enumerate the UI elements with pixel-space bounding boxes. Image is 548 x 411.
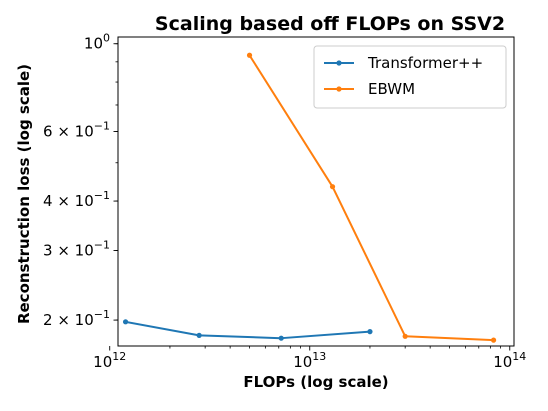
data-point-1-0 — [246, 52, 253, 58]
chart-title: Scaling based off FLOPs on SSV2 — [155, 13, 505, 35]
data-point-1-2 — [402, 333, 408, 339]
data-point-0-2 — [278, 335, 284, 341]
legend-marker-1 — [336, 86, 342, 92]
x-tick-label: 1014 — [493, 350, 526, 371]
data-point-0-0 — [122, 319, 129, 325]
legend-box — [313, 45, 507, 109]
legend-label-1: EBWM — [368, 80, 415, 98]
legend: Transformer++ EBWM — [313, 45, 507, 109]
data-point-0-1 — [196, 332, 202, 338]
y-tick-label: 3 × 10−1 — [43, 238, 110, 259]
axes-frame — [117, 36, 515, 347]
y-tick-label: 2 × 10−1 — [43, 308, 110, 329]
chart-marks — [122, 52, 497, 343]
axes: 1012 1013 1014 100 6 × 10−1 4 × 10−1 3 × 10−1 2… — [43, 32, 526, 371]
data-point-0-3 — [367, 329, 373, 335]
data-point-1-1 — [329, 184, 336, 190]
legend-label-0: Transformer++ — [367, 54, 483, 72]
y-tick-label: 6 × 10−1 — [43, 119, 110, 140]
series-line-1 — [248, 54, 494, 342]
y-tick-label: 4 × 10−1 — [43, 189, 110, 210]
x-axis-label: FLOPs (log scale) — [243, 373, 388, 391]
y-axis-label: Reconstruction loss (log scale) — [15, 64, 33, 324]
x-tick-label: 1012 — [93, 350, 126, 371]
series-line-0 — [125, 320, 371, 340]
legend-marker-0 — [336, 60, 342, 66]
y-tick-label: 100 — [84, 32, 110, 53]
data-point-1-3 — [490, 337, 497, 343]
x-tick-label: 1013 — [293, 350, 326, 371]
